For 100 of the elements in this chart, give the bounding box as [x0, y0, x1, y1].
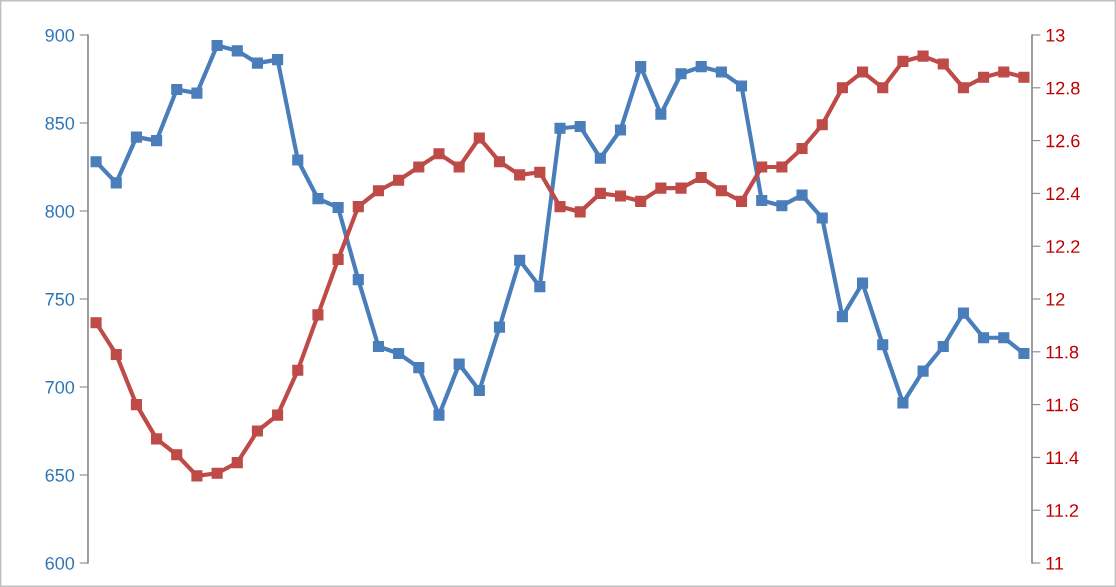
- point: [776, 161, 788, 173]
- point: [857, 66, 869, 78]
- point: [413, 362, 425, 374]
- point: [836, 311, 848, 323]
- point: [90, 156, 102, 168]
- point: [211, 467, 223, 479]
- point: [574, 120, 586, 133]
- y2-tick-label: 13: [1046, 28, 1065, 42]
- y-tick-label: 650: [45, 468, 75, 482]
- point: [413, 161, 425, 173]
- point: [90, 317, 102, 329]
- point: [695, 61, 707, 73]
- point: [514, 254, 526, 266]
- point: [937, 58, 949, 70]
- point: [715, 66, 727, 78]
- point: [998, 332, 1010, 344]
- point: [655, 108, 667, 120]
- point: [312, 309, 324, 321]
- point: [453, 161, 465, 173]
- point: [272, 409, 284, 421]
- point: [735, 80, 748, 92]
- y2-tick-label: 12: [1046, 292, 1065, 306]
- point: [251, 425, 263, 437]
- y2-tick-label: 11: [1046, 557, 1064, 570]
- point: [917, 50, 929, 62]
- point: [554, 122, 566, 134]
- y2-tick-label: 11.8: [1046, 345, 1079, 359]
- point: [675, 182, 687, 194]
- point: [554, 201, 566, 213]
- point: [110, 348, 122, 360]
- point: [978, 71, 990, 83]
- point: [211, 40, 223, 52]
- point: [735, 195, 748, 207]
- point: [191, 87, 203, 99]
- y-tick-label: 700: [45, 380, 75, 394]
- y2-tick-label: 11.4: [1046, 451, 1079, 464]
- point: [110, 177, 122, 189]
- point: [635, 61, 647, 73]
- y2-tick-label: 12.8: [1046, 81, 1080, 95]
- point: [857, 277, 869, 289]
- point: [372, 340, 385, 353]
- point: [514, 169, 526, 181]
- point: [393, 348, 405, 360]
- point: [614, 124, 627, 136]
- point: [816, 212, 828, 224]
- point: [352, 201, 364, 213]
- point: [534, 166, 546, 178]
- point: [332, 253, 344, 265]
- point: [877, 82, 889, 94]
- point: [897, 397, 909, 409]
- y2-tick-label: 12.6: [1046, 134, 1080, 148]
- point: [574, 206, 586, 218]
- point: [151, 433, 163, 445]
- point: [292, 364, 304, 376]
- y-tick-label: 800: [45, 204, 75, 218]
- point: [695, 172, 707, 184]
- point: [877, 339, 889, 351]
- point: [937, 340, 949, 353]
- y2-tick-label: 12.4: [1046, 187, 1080, 200]
- point: [897, 55, 909, 67]
- point: [796, 189, 808, 201]
- point: [130, 131, 142, 143]
- y2-tick-label: 12.2: [1046, 240, 1080, 253]
- point: [272, 54, 284, 66]
- y2-tick-label: 11.6: [1046, 398, 1079, 412]
- point: [816, 119, 828, 131]
- point: [594, 187, 606, 199]
- point: [796, 142, 808, 155]
- point: [715, 185, 727, 197]
- y-tick-label: 850: [45, 116, 75, 130]
- point: [171, 84, 183, 96]
- point: [151, 135, 163, 147]
- point: [998, 66, 1010, 78]
- y-tick-label: 900: [45, 28, 75, 42]
- point: [836, 82, 848, 94]
- point: [453, 358, 465, 370]
- point: [1018, 71, 1030, 83]
- point: [473, 132, 485, 144]
- y2-tick-label: 11.2: [1046, 504, 1079, 517]
- point: [635, 195, 647, 207]
- y-tick-label: 600: [45, 556, 75, 570]
- point: [756, 161, 768, 173]
- point: [130, 399, 142, 411]
- point: [231, 45, 243, 57]
- point: [231, 457, 243, 469]
- point: [756, 194, 768, 206]
- point: [675, 68, 687, 80]
- point: [978, 332, 990, 344]
- point: [393, 174, 405, 186]
- point: [957, 82, 969, 94]
- point: [352, 274, 364, 286]
- point: [655, 182, 667, 194]
- point: [493, 321, 506, 333]
- point: [372, 185, 385, 197]
- point: [776, 200, 788, 212]
- point: [433, 148, 445, 160]
- point: [917, 365, 929, 377]
- point: [1018, 348, 1030, 360]
- point: [957, 307, 969, 319]
- point: [171, 449, 183, 461]
